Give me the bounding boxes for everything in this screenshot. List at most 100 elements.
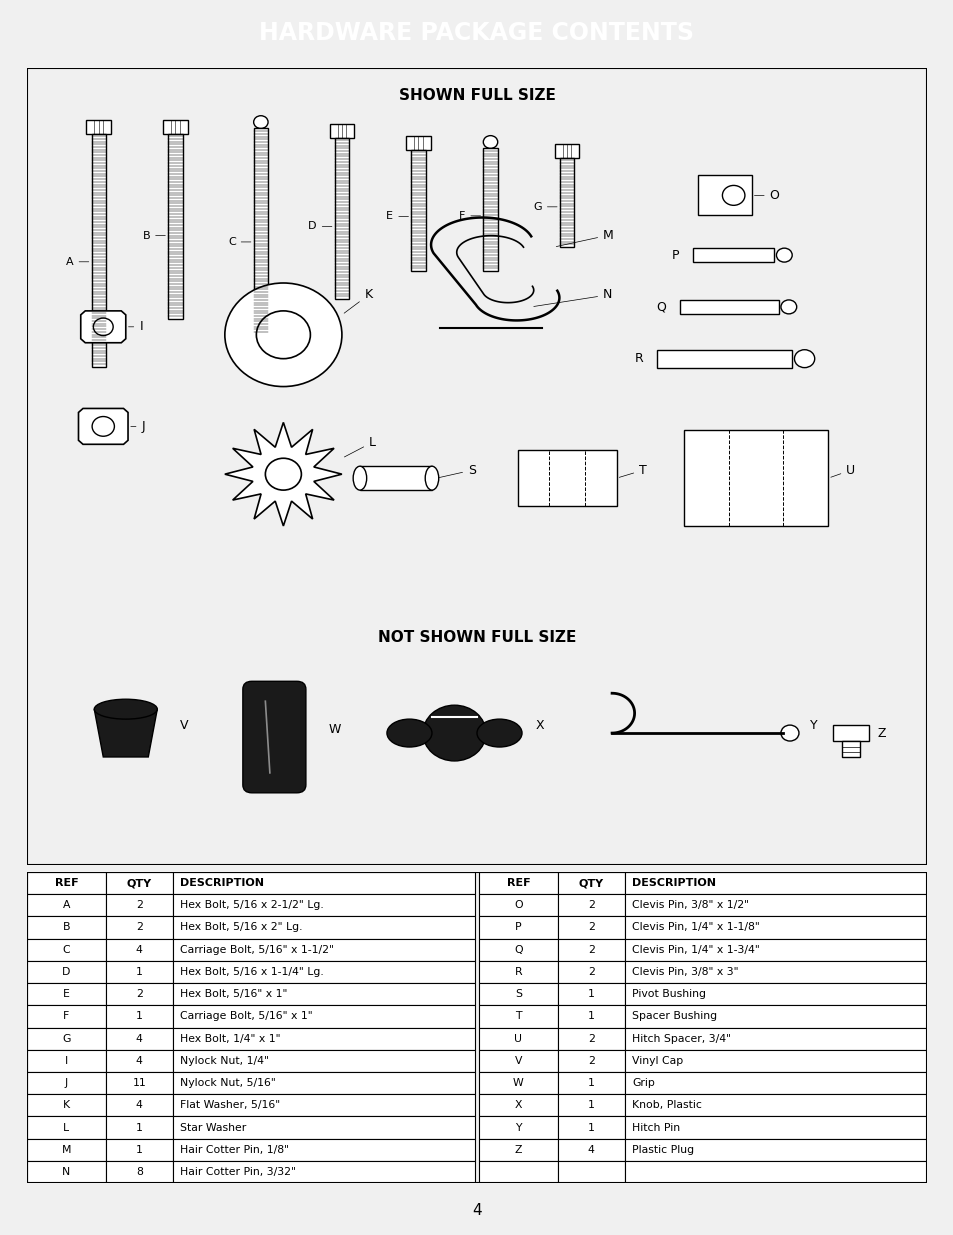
FancyBboxPatch shape — [27, 1139, 106, 1161]
Circle shape — [483, 136, 497, 148]
Text: B: B — [142, 231, 165, 241]
FancyBboxPatch shape — [832, 725, 868, 741]
FancyBboxPatch shape — [624, 1028, 926, 1050]
FancyBboxPatch shape — [558, 1028, 624, 1050]
FancyBboxPatch shape — [624, 1050, 926, 1072]
Text: REF: REF — [54, 878, 78, 888]
Circle shape — [781, 300, 796, 314]
Text: Y: Y — [809, 719, 817, 731]
FancyBboxPatch shape — [558, 1139, 624, 1161]
Text: Hair Cotter Pin, 3/32": Hair Cotter Pin, 3/32" — [179, 1167, 295, 1177]
Text: 11: 11 — [132, 1078, 146, 1088]
Polygon shape — [94, 709, 157, 757]
Text: R: R — [634, 352, 643, 366]
FancyBboxPatch shape — [168, 133, 182, 319]
FancyBboxPatch shape — [172, 1161, 475, 1183]
FancyBboxPatch shape — [106, 1094, 172, 1116]
Circle shape — [794, 350, 814, 368]
Text: HARDWARE PACKAGE CONTENTS: HARDWARE PACKAGE CONTENTS — [259, 21, 694, 46]
Text: J: J — [65, 1078, 68, 1088]
FancyBboxPatch shape — [91, 133, 106, 367]
FancyBboxPatch shape — [558, 1094, 624, 1116]
Text: K: K — [344, 289, 373, 314]
Text: D: D — [308, 221, 332, 231]
FancyBboxPatch shape — [106, 1116, 172, 1139]
Circle shape — [422, 705, 485, 761]
FancyBboxPatch shape — [624, 1139, 926, 1161]
FancyBboxPatch shape — [478, 1072, 558, 1094]
FancyBboxPatch shape — [106, 983, 172, 1005]
FancyBboxPatch shape — [478, 939, 558, 961]
Text: J: J — [131, 420, 145, 433]
FancyBboxPatch shape — [172, 1116, 475, 1139]
Text: S: S — [438, 463, 476, 478]
FancyBboxPatch shape — [478, 1139, 558, 1161]
FancyBboxPatch shape — [27, 1005, 106, 1028]
Text: DESCRIPTION: DESCRIPTION — [179, 878, 264, 888]
FancyBboxPatch shape — [624, 1072, 926, 1094]
Text: 2: 2 — [587, 945, 594, 955]
Circle shape — [781, 725, 798, 741]
Text: Q: Q — [514, 945, 522, 955]
FancyBboxPatch shape — [106, 872, 172, 894]
Text: C: C — [63, 945, 71, 955]
FancyBboxPatch shape — [411, 149, 425, 270]
Text: Grip: Grip — [631, 1078, 654, 1088]
FancyBboxPatch shape — [624, 961, 926, 983]
Text: O: O — [514, 900, 522, 910]
Text: W: W — [328, 722, 340, 736]
FancyBboxPatch shape — [359, 467, 432, 490]
FancyBboxPatch shape — [558, 939, 624, 961]
FancyBboxPatch shape — [253, 128, 268, 335]
FancyBboxPatch shape — [478, 916, 558, 939]
Text: R: R — [514, 967, 521, 977]
Text: QTY: QTY — [578, 878, 603, 888]
Text: A: A — [66, 257, 89, 267]
FancyBboxPatch shape — [558, 1116, 624, 1139]
Text: U: U — [514, 1034, 522, 1044]
Text: Plastic Plug: Plastic Plug — [631, 1145, 693, 1155]
Text: Clevis Pin, 1/4" x 1-3/4": Clevis Pin, 1/4" x 1-3/4" — [631, 945, 759, 955]
FancyBboxPatch shape — [27, 939, 106, 961]
Text: Y: Y — [515, 1123, 521, 1132]
Text: 1: 1 — [587, 989, 594, 999]
Ellipse shape — [353, 467, 366, 490]
FancyBboxPatch shape — [841, 741, 859, 757]
FancyBboxPatch shape — [106, 1005, 172, 1028]
FancyBboxPatch shape — [172, 916, 475, 939]
Circle shape — [265, 458, 301, 490]
Text: 1: 1 — [135, 1123, 143, 1132]
FancyBboxPatch shape — [624, 1161, 926, 1183]
Text: Carriage Bolt, 5/16" x 1-1/2": Carriage Bolt, 5/16" x 1-1/2" — [179, 945, 334, 955]
FancyBboxPatch shape — [172, 983, 475, 1005]
Text: M: M — [62, 1145, 71, 1155]
Text: 1: 1 — [587, 1123, 594, 1132]
Text: 2: 2 — [135, 900, 143, 910]
FancyBboxPatch shape — [624, 1116, 926, 1139]
FancyBboxPatch shape — [172, 1072, 475, 1094]
Text: Q: Q — [656, 300, 665, 314]
FancyBboxPatch shape — [172, 1094, 475, 1116]
Text: G: G — [533, 201, 557, 212]
FancyBboxPatch shape — [478, 1094, 558, 1116]
FancyBboxPatch shape — [106, 939, 172, 961]
Text: Flat Washer, 5/16": Flat Washer, 5/16" — [179, 1100, 279, 1110]
Text: S: S — [515, 989, 521, 999]
FancyBboxPatch shape — [624, 894, 926, 916]
FancyBboxPatch shape — [163, 120, 188, 133]
Text: F: F — [63, 1011, 70, 1021]
FancyBboxPatch shape — [106, 1072, 172, 1094]
FancyBboxPatch shape — [697, 175, 751, 215]
Text: D: D — [62, 967, 71, 977]
FancyBboxPatch shape — [517, 451, 616, 506]
FancyBboxPatch shape — [27, 1028, 106, 1050]
Ellipse shape — [94, 699, 157, 719]
Text: Pivot Bushing: Pivot Bushing — [631, 989, 705, 999]
Circle shape — [776, 248, 791, 262]
Circle shape — [721, 185, 744, 205]
Text: I: I — [129, 320, 143, 333]
FancyBboxPatch shape — [478, 894, 558, 916]
FancyBboxPatch shape — [243, 682, 306, 793]
Text: Vinyl Cap: Vinyl Cap — [631, 1056, 682, 1066]
FancyBboxPatch shape — [329, 124, 354, 137]
